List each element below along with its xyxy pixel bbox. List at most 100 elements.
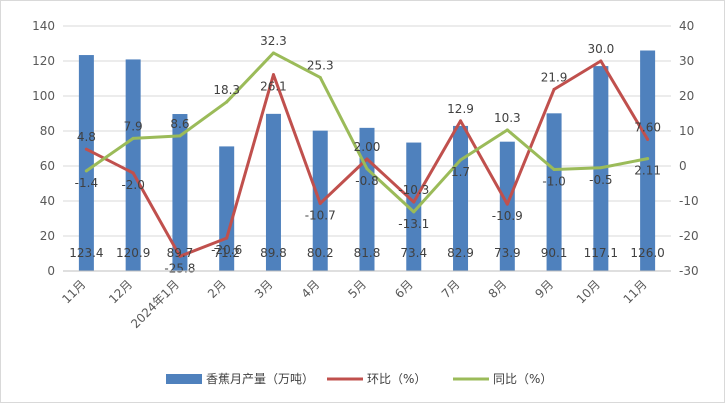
series-point: [599, 166, 603, 170]
bar-value-label: 89.7: [167, 246, 194, 260]
series-point: [178, 254, 182, 258]
x-tick-label: 6月: [392, 277, 416, 301]
line-value-label: -0.8: [355, 174, 378, 188]
line-value-label: 26.1: [260, 80, 287, 94]
legend-swatch: [166, 374, 202, 384]
series-point: [318, 201, 322, 205]
line-value-label: 25.3: [307, 58, 334, 72]
y-right-tick-label: -30: [679, 264, 699, 278]
y-left-tick-label: 0: [47, 264, 55, 278]
line-value-label: 1.7: [451, 165, 470, 179]
bar-value-label: 123.4: [69, 246, 103, 260]
series-point: [459, 119, 463, 123]
line-value-label: 2.00: [354, 140, 381, 154]
series-point: [178, 134, 182, 138]
line-value-label: -20.6: [211, 243, 242, 257]
bar-value-label: 89.8: [260, 246, 287, 260]
series-point: [412, 210, 416, 214]
line-value-label: 8.6: [170, 117, 189, 131]
x-tick-label: 10月: [574, 277, 603, 306]
series-point: [552, 87, 556, 91]
series-point: [646, 137, 650, 141]
line-value-label: 2.11: [634, 164, 661, 178]
series-point: [131, 136, 135, 140]
line-value-label: -1.4: [75, 176, 98, 190]
bar: [265, 113, 281, 271]
line-value-label: 30.0: [587, 42, 614, 56]
bar-value-label: 81.8: [354, 246, 381, 260]
series-point: [552, 168, 556, 171]
line-value-label: -10.7: [305, 208, 336, 222]
y-left-tick-label: 120: [32, 54, 55, 68]
y-left-tick-label: 40: [40, 194, 55, 208]
y-right-tick-label: 10: [679, 124, 694, 138]
bar-value-label: 73.4: [400, 246, 427, 260]
y-left-tick-label: 80: [40, 124, 55, 138]
x-tick-label: 4月: [299, 277, 323, 301]
x-tick-label: 11月: [621, 277, 650, 306]
series-point: [131, 171, 135, 175]
y-right-tick-label: 20: [679, 89, 694, 103]
bar-value-label: 82.9: [447, 246, 474, 260]
line-value-label: 4.8: [77, 130, 96, 144]
bar-value-label: 117.1: [584, 246, 618, 260]
y-right-tick-label: -20: [679, 229, 699, 243]
x-tick-label: 12月: [106, 277, 135, 306]
line-value-label: -25.8: [164, 261, 195, 275]
line-value-label: -1.0: [542, 175, 565, 189]
bar-value-label: 73.9: [494, 246, 521, 260]
bar-series: [78, 50, 656, 272]
legend-entry: 同比（%）: [493, 372, 552, 386]
bar: [499, 141, 515, 271]
line-value-label: 21.9: [541, 70, 568, 84]
line-value-label: -0.5: [589, 173, 612, 187]
series-point: [459, 158, 463, 162]
line-value-label: 12.9: [447, 102, 474, 116]
line-value-label: -10.3: [398, 183, 429, 197]
bar: [172, 114, 188, 272]
legend-entry: 香蕉月产量（万吨）: [206, 372, 314, 386]
bar: [125, 59, 141, 271]
bar: [78, 55, 94, 271]
series-point: [599, 59, 603, 63]
data-labels: 123.4 120.9 89.7 71.2 89.8 80.2 81.8 73.4 82.9 73…: [69, 34, 665, 275]
y-right-tick-label: 40: [679, 19, 694, 33]
y-right-tick-label: 0: [679, 159, 687, 173]
x-tick-label: 7月: [439, 277, 463, 301]
series-point: [84, 147, 88, 151]
bar-value-label: 71.2: [213, 246, 240, 260]
line-value-label: 18.3: [213, 83, 240, 97]
line-value-label: -13.1: [398, 217, 429, 231]
bar: [546, 113, 562, 271]
series-point: [225, 236, 229, 240]
line-value-label: -2.0: [121, 178, 144, 192]
series-point: [505, 128, 509, 132]
series-point: [365, 157, 369, 161]
bar-value-label: 90.1: [541, 246, 568, 260]
series-point: [271, 73, 275, 77]
x-tick-label: 2月: [205, 277, 229, 301]
line-value-label: 10.3: [494, 111, 521, 125]
line-value-label: 7.9: [124, 119, 143, 133]
legend: 香蕉月产量（万吨） 环比（%） 同比（%）: [166, 372, 552, 386]
series-point: [646, 157, 650, 161]
bar-value-label: 80.2: [307, 246, 334, 260]
line-value-label: 32.3: [260, 34, 287, 48]
x-tick-label: 5月: [345, 277, 369, 301]
series-point: [84, 169, 88, 173]
y-left-tick-label: 140: [32, 19, 55, 33]
y-left-tick-label: 100: [32, 89, 55, 103]
series-point: [412, 200, 416, 204]
x-tick-label: 11月: [59, 277, 88, 306]
bar: [406, 142, 422, 271]
series-point: [271, 51, 275, 55]
x-tick-label: 9月: [532, 277, 556, 301]
y-right-tick-label: -10: [679, 194, 699, 208]
x-tick-label: 8月: [486, 277, 510, 301]
y-left-tick-label: 20: [40, 229, 55, 243]
bar-value-label: 126.0: [630, 246, 664, 260]
line-series: [84, 51, 650, 258]
series-point: [365, 167, 369, 171]
